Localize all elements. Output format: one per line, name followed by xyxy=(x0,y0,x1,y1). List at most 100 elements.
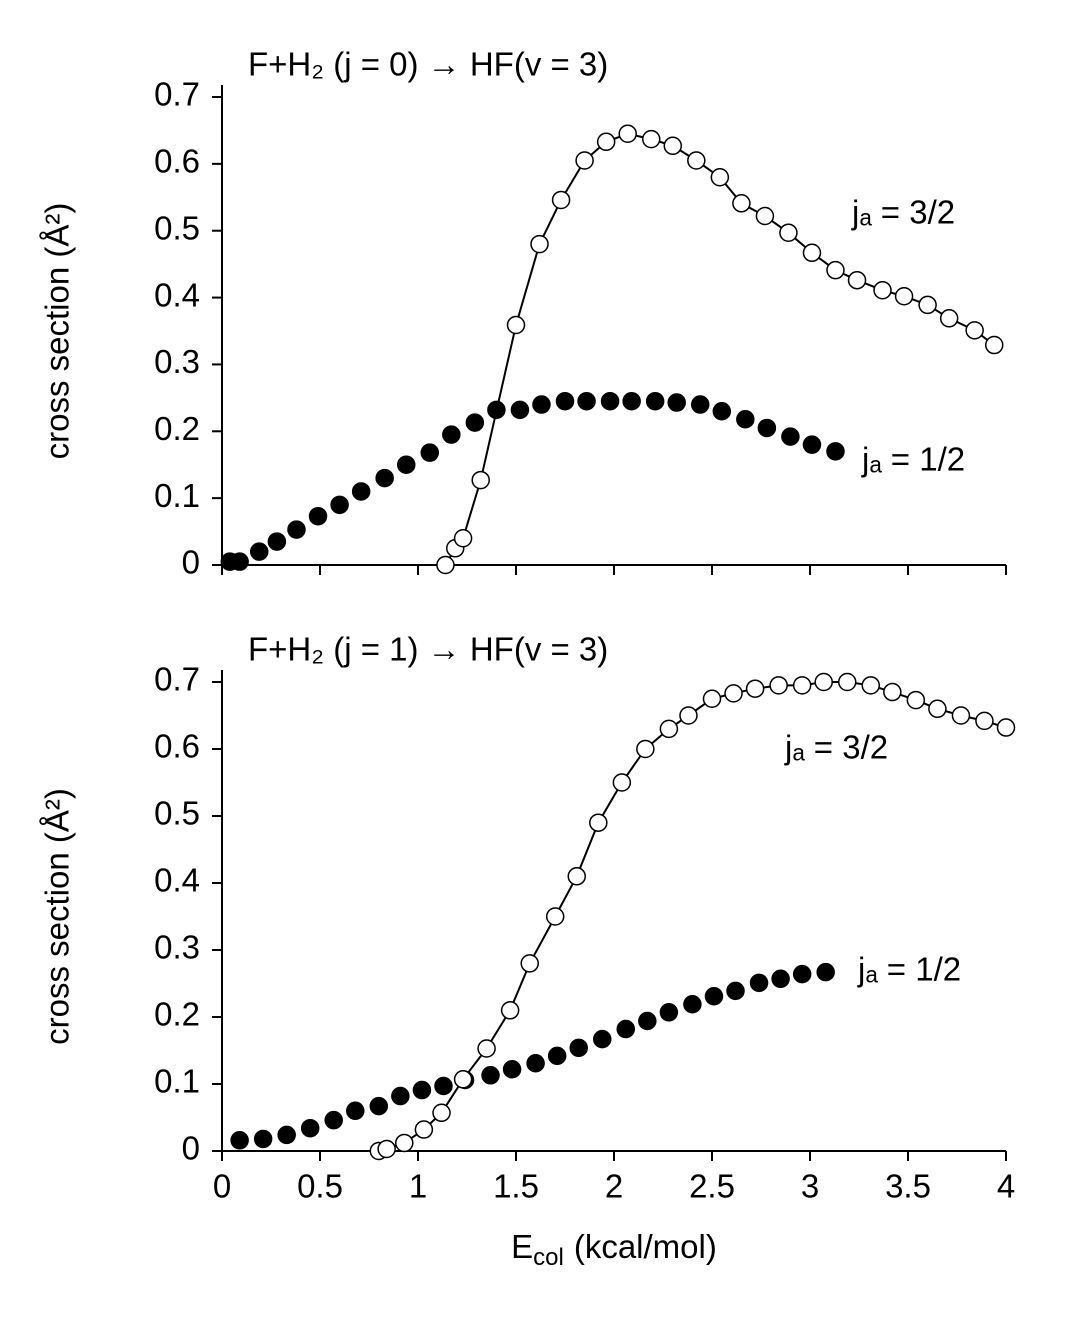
y-axis-label: cross section (Å²) xyxy=(39,788,76,1045)
data-point xyxy=(477,1039,496,1058)
data-point xyxy=(679,706,698,725)
data-point xyxy=(396,455,416,474)
data-point xyxy=(308,506,328,526)
data-point xyxy=(432,1103,451,1123)
data-point xyxy=(346,1101,365,1121)
data-point xyxy=(781,427,800,446)
data-point xyxy=(861,676,881,695)
data-point xyxy=(641,129,661,149)
data-point xyxy=(575,151,594,170)
data-point xyxy=(622,391,641,411)
data-point xyxy=(577,391,596,411)
y-tick-label: 0 xyxy=(182,1130,200,1167)
data-point xyxy=(612,773,632,792)
data-point xyxy=(414,1120,434,1139)
data-point xyxy=(659,719,679,739)
series-label: jₐ = 1/2 xyxy=(861,441,965,478)
x-label-unit: (kcal/mol) xyxy=(574,1228,717,1265)
data-point xyxy=(471,470,490,490)
data-point xyxy=(567,867,587,886)
y-tick-label: 0.7 xyxy=(154,661,200,698)
data-point xyxy=(663,136,683,156)
data-point xyxy=(636,739,655,759)
data-point xyxy=(690,395,710,414)
data-point xyxy=(465,413,485,432)
data-point xyxy=(837,672,857,692)
data-point xyxy=(545,907,565,926)
data-point xyxy=(683,995,702,1014)
x-tick-label: 2 xyxy=(605,1168,623,1205)
data-point xyxy=(792,964,812,984)
data-point xyxy=(532,395,551,414)
y-tick-label: 0.1 xyxy=(154,1063,200,1100)
data-point xyxy=(369,1096,389,1116)
data-point xyxy=(555,391,575,411)
data-point xyxy=(749,973,769,993)
data-point xyxy=(453,1070,473,1089)
x-tick-label: 1 xyxy=(409,1168,427,1205)
data-point xyxy=(802,243,822,263)
y-tick-label: 0.2 xyxy=(154,996,200,1033)
data-point xyxy=(984,335,1004,355)
x-tick-label: 2.5 xyxy=(689,1168,735,1205)
data-point xyxy=(659,1003,679,1022)
x-label-subscript: col xyxy=(533,1244,564,1271)
data-point xyxy=(826,260,845,280)
y-tick-label: 0.6 xyxy=(154,143,200,180)
data-point xyxy=(391,1086,410,1106)
data-point xyxy=(975,711,994,731)
data-point xyxy=(547,1046,567,1066)
data-point xyxy=(253,1129,273,1149)
series-label: jₐ = 3/2 xyxy=(784,729,888,766)
y-tick-label: 0.1 xyxy=(154,477,200,514)
data-point xyxy=(502,1060,522,1079)
data-point xyxy=(710,167,730,187)
data-point xyxy=(589,813,608,832)
data-point xyxy=(792,676,812,695)
data-point xyxy=(769,676,788,695)
data-point xyxy=(596,132,616,152)
x-label-main: E xyxy=(511,1228,533,1265)
data-point xyxy=(757,418,777,438)
data-point xyxy=(375,468,394,488)
data-point xyxy=(847,270,867,290)
y-tick-label: 0.6 xyxy=(154,728,200,765)
data-point xyxy=(616,1019,636,1039)
data-point xyxy=(996,718,1016,737)
data-point xyxy=(712,401,732,421)
data-point xyxy=(481,1066,500,1085)
data-point xyxy=(687,151,706,170)
data-point xyxy=(736,410,755,429)
y-tick-label: 0.4 xyxy=(154,276,200,313)
data-point xyxy=(249,542,269,561)
data-point xyxy=(230,1131,249,1150)
data-point xyxy=(324,1110,343,1130)
data-point xyxy=(600,391,620,411)
data-point xyxy=(420,443,440,462)
data-point xyxy=(434,1076,453,1096)
data-point xyxy=(267,532,287,551)
y-tick-label: 0.3 xyxy=(154,929,200,966)
data-point xyxy=(520,954,539,973)
data-point xyxy=(645,391,665,411)
x-axis-label: Ecol (kcal/mol) xyxy=(511,1228,717,1272)
data-point xyxy=(551,190,571,210)
data-point xyxy=(755,206,775,226)
data-point xyxy=(814,672,833,692)
series-label: jₐ = 1/2 xyxy=(857,951,961,988)
y-tick-label: 0.5 xyxy=(154,795,200,832)
data-point xyxy=(436,555,455,575)
data-point xyxy=(526,1053,545,1073)
y-tick-label: 0.2 xyxy=(154,410,200,447)
data-point xyxy=(918,295,937,315)
data-point xyxy=(530,234,549,254)
data-point xyxy=(724,684,743,703)
data-point xyxy=(506,315,526,335)
data-point xyxy=(377,1139,396,1159)
data-point xyxy=(906,690,926,710)
data-point xyxy=(277,1125,296,1145)
series-label: jₐ = 3/2 xyxy=(851,194,955,231)
y-axis-label: cross section (Å²) xyxy=(39,203,76,460)
data-point xyxy=(745,679,765,698)
